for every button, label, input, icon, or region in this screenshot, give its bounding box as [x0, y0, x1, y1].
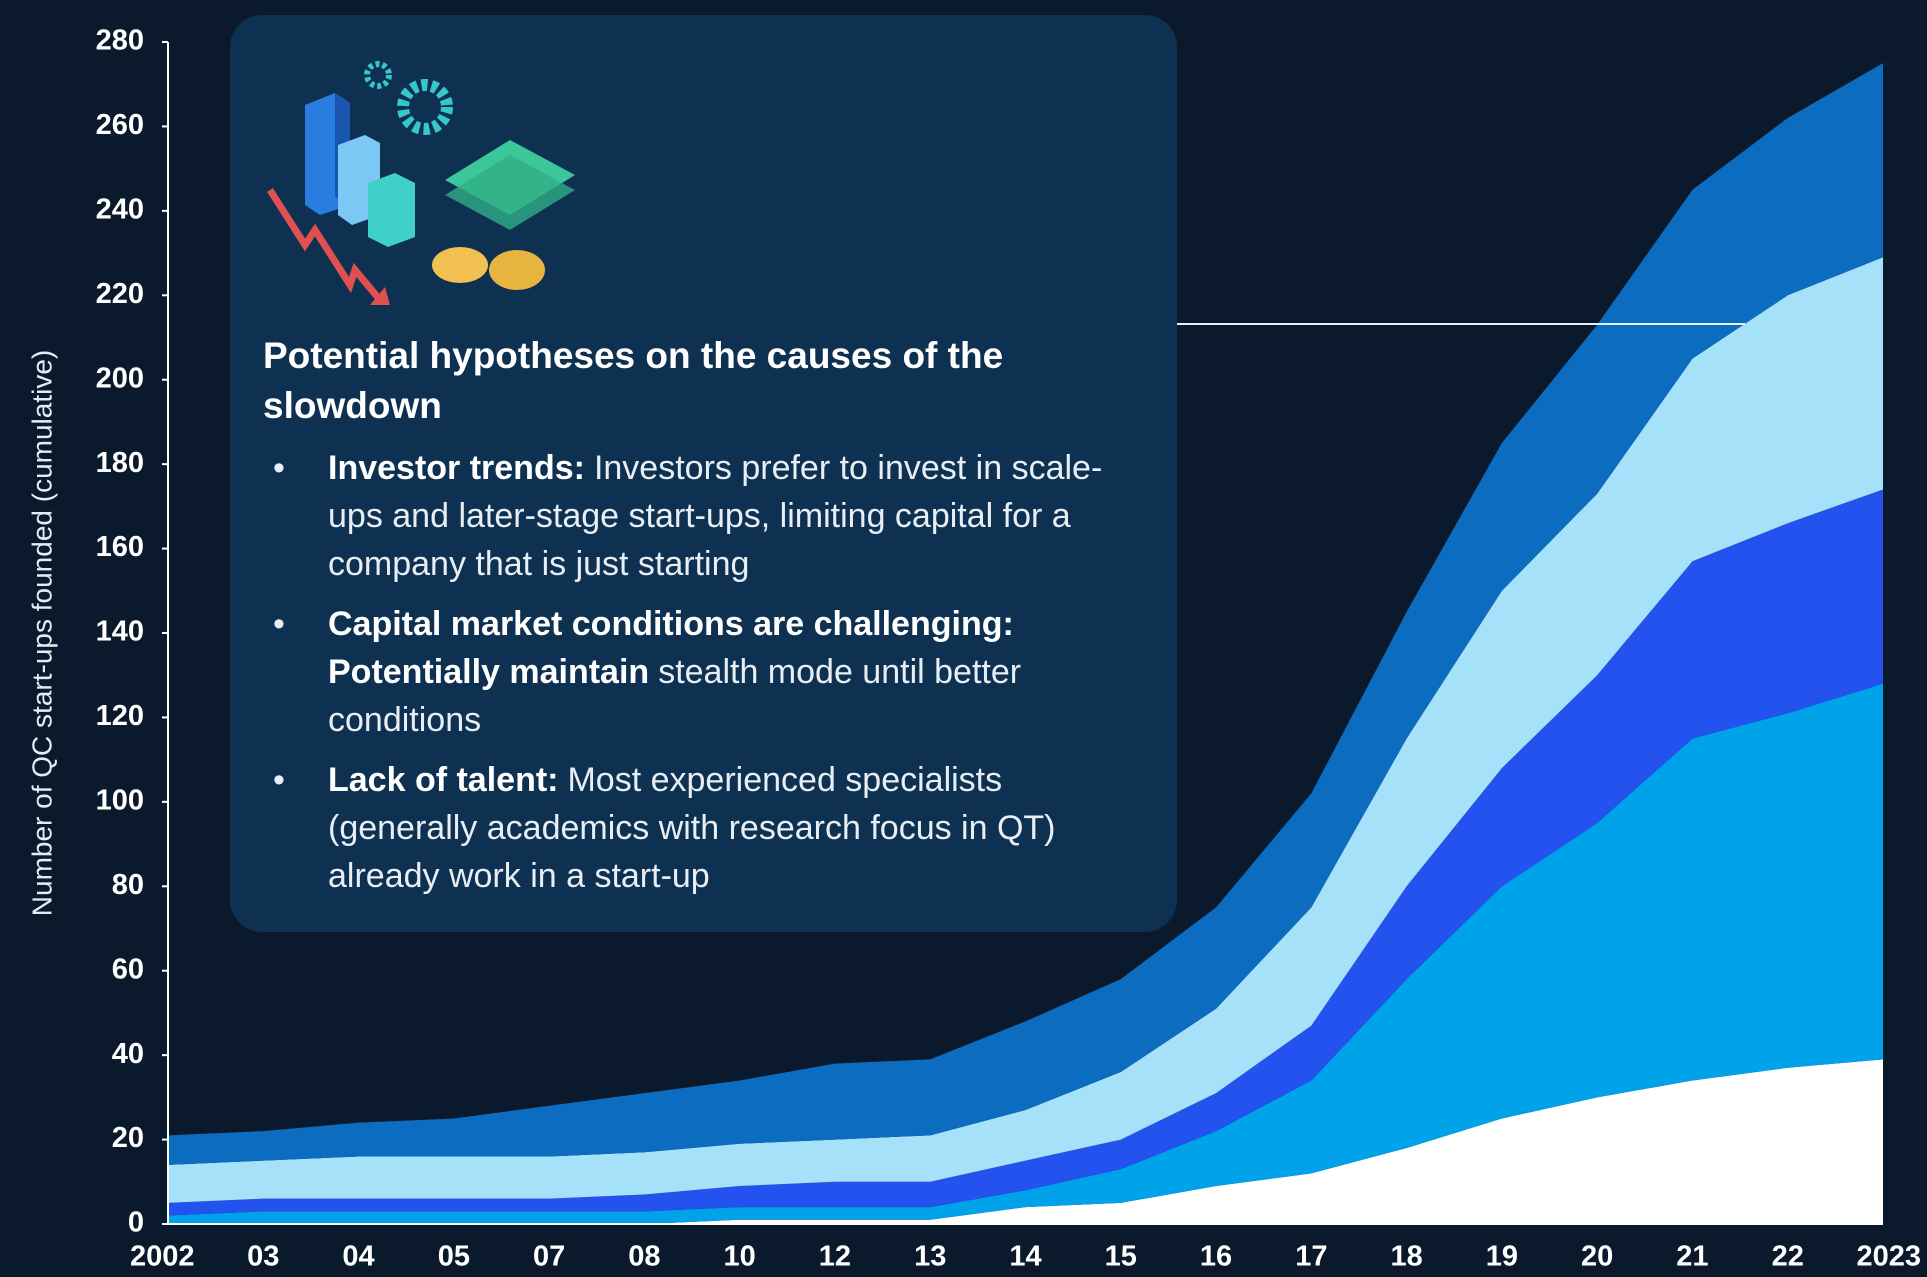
x-tick-label: 14: [1009, 1241, 1041, 1273]
area: [168, 257, 1883, 1203]
area: [168, 489, 1883, 1216]
y-tick-label: 60: [112, 953, 144, 985]
bullet-bold: Lack of talent:: [328, 761, 559, 799]
bullet-bold: Capital market conditions are challengin…: [328, 605, 1014, 691]
y-tick-label: 0: [128, 1207, 144, 1239]
x-tick-label: 07: [533, 1241, 565, 1273]
y-tick-label: 120: [96, 700, 144, 732]
bullet: Capital market conditions are challengin…: [273, 600, 1145, 744]
x-tick-label: 16: [1200, 1241, 1232, 1273]
x-tick-label: 18: [1390, 1241, 1422, 1273]
bullet-text: Most experienced specialists (generally …: [328, 761, 1056, 895]
y-tick-label: 220: [96, 278, 144, 310]
bullet-text: Investors prefer to invest in scale-ups …: [328, 449, 1103, 583]
x-tick-label: 13: [914, 1241, 946, 1273]
y-tick-label: 260: [96, 109, 144, 141]
bullet: Lack of talent:Most experienced speciali…: [273, 756, 1145, 900]
annotation-list: Investor trends:Investors prefer to inve…: [230, 444, 1145, 912]
annotation-box: Potential hypotheses on the causes of th…: [230, 15, 1177, 932]
annotation-icon: [267, 61, 575, 305]
x-tick-label: 22: [1772, 1241, 1804, 1273]
x-tick-label: 20: [1581, 1241, 1613, 1273]
x-tick-label: 03: [247, 1241, 279, 1273]
bullet-text: stealth mode until better conditions: [328, 653, 1022, 739]
x-tick-label: 2023: [1856, 1241, 1921, 1273]
annotation-heading: Potential hypotheses on the causes of th…: [263, 335, 1004, 426]
x-tick-label: 21: [1676, 1241, 1708, 1273]
y-tick-label: 160: [96, 531, 144, 563]
y-tick-label: 280: [96, 25, 144, 57]
area: [168, 683, 1883, 1224]
y-tick-label: 100: [96, 785, 144, 817]
x-tick-label: 10: [724, 1241, 756, 1273]
bullet: Investor trends:Investors prefer to inve…: [273, 444, 1145, 588]
y-tick-label: 140: [96, 616, 144, 648]
x-tick-label: 2002: [130, 1241, 195, 1273]
x-tick-label: 15: [1105, 1241, 1137, 1273]
x-tick-label: 05: [438, 1241, 470, 1273]
y-tick-label: 80: [112, 869, 144, 901]
x-tick-label: 04: [342, 1241, 374, 1273]
x-tick-label: 19: [1486, 1241, 1518, 1273]
bullet-bold: Investor trends:: [328, 449, 585, 487]
x-tick-label: 17: [1295, 1241, 1327, 1273]
y-tick-label: 240: [96, 194, 144, 226]
y-tick-label: 40: [112, 1038, 144, 1070]
y-tick-label: 200: [96, 362, 144, 394]
y-tick-label: 20: [112, 1122, 144, 1154]
x-tick-label: 08: [628, 1241, 660, 1273]
y-tick-label: 180: [96, 447, 144, 479]
area: [168, 1059, 1883, 1224]
y-axis-label: Number of QC start-ups founded (cumulati…: [26, 350, 57, 916]
plot-area: [168, 63, 1883, 1224]
x-tick-label: 12: [819, 1241, 851, 1273]
